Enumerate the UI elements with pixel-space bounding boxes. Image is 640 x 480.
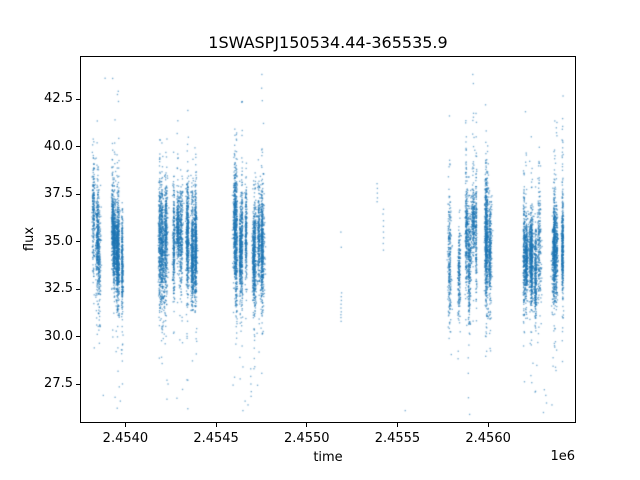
x-tick-label: 2.4540	[102, 431, 149, 446]
y-tick-label: 27.5	[44, 376, 73, 392]
y-tick-label: 30.0	[44, 328, 73, 344]
y-tick-mark	[76, 146, 80, 148]
y-tick-mark	[76, 193, 80, 195]
y-axis-label: flux	[22, 226, 37, 252]
x-tick-mark	[124, 423, 126, 427]
y-tick-mark	[76, 98, 80, 100]
y-tick-label: 37.5	[44, 186, 73, 202]
x-axis-offset-label: 1e6	[550, 449, 575, 464]
x-axis-label: time	[313, 450, 343, 465]
y-tick-mark	[76, 241, 80, 243]
x-tick-mark	[396, 423, 398, 427]
y-tick-label: 42.5	[44, 91, 73, 107]
chart-title: 1SWASPJ150534.44-365535.9	[208, 33, 448, 52]
y-tick-label: 32.5	[44, 281, 73, 297]
y-tick-mark	[76, 383, 80, 385]
x-tick-label: 2.4550	[284, 431, 330, 446]
y-tick-label: 35.0	[44, 233, 73, 249]
x-tick-label: 2.4555	[374, 431, 421, 446]
plot-area	[81, 57, 575, 422]
x-tick-mark	[306, 423, 308, 427]
x-tick-label: 2.4560	[465, 431, 511, 446]
y-tick-mark	[76, 336, 80, 338]
y-tick-mark	[76, 288, 80, 290]
x-tick-mark	[487, 423, 489, 427]
x-tick-label: 2.4545	[193, 431, 239, 446]
x-tick-mark	[215, 423, 217, 427]
y-tick-label: 40.0	[44, 138, 73, 154]
